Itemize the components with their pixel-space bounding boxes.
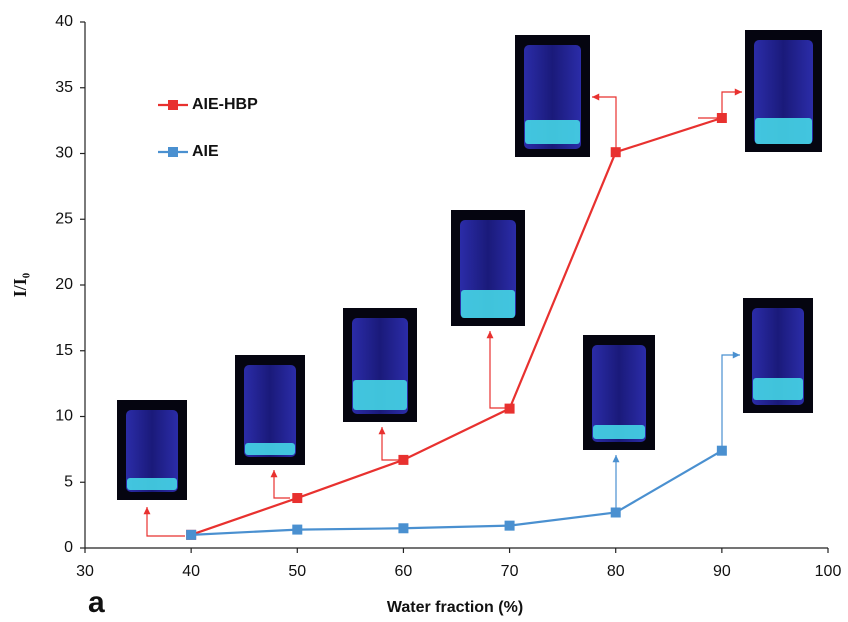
data-point: [398, 455, 408, 465]
arrow-head: [613, 455, 620, 462]
legend-label: AIE-HBP: [192, 96, 258, 113]
arrow-head: [379, 427, 386, 434]
y-tick-label: 25: [55, 210, 73, 227]
y-tick-label: 0: [64, 539, 73, 556]
legend-marker: [168, 100, 178, 110]
data-point: [717, 113, 727, 123]
arrow-head: [271, 470, 278, 477]
vial-glow: [461, 290, 515, 318]
arrow-head: [592, 94, 599, 101]
pointer-arrow: [490, 331, 508, 408]
y-tick-label: 10: [55, 408, 73, 425]
data-point: [398, 523, 408, 533]
y-tick-label: 15: [55, 342, 73, 359]
pointer-arrow: [592, 97, 616, 151]
vial-glow: [755, 118, 812, 144]
x-tick-label: 40: [182, 563, 200, 580]
data-point: [292, 493, 302, 503]
y-tick-label: 35: [55, 79, 73, 96]
arrow-head: [733, 352, 740, 359]
x-tick-label: 80: [607, 563, 625, 580]
data-point: [505, 404, 515, 414]
series-line: [191, 118, 722, 535]
y-tick-label: 40: [55, 13, 73, 30]
x-tick-label: 30: [76, 563, 94, 580]
vial-glow: [245, 443, 295, 455]
pointer-arrow: [722, 355, 740, 452]
legend-label: AIE: [192, 143, 219, 160]
pointer-arrow: [274, 470, 290, 498]
y-axis-title: I/I₀: [10, 273, 30, 297]
vial-glow: [127, 478, 177, 490]
legend-marker: [168, 147, 178, 157]
panel-label: a: [88, 586, 105, 619]
arrow-head: [144, 507, 151, 514]
x-axis-title: Water fraction (%): [387, 599, 523, 616]
data-point: [717, 446, 727, 456]
chart: Water fraction (%) I/I₀ a 0 5 10 15 20 25 30 35…: [0, 0, 848, 622]
vial-glow: [525, 120, 580, 144]
vial-glow: [593, 425, 645, 439]
x-tick-label: 60: [395, 563, 413, 580]
x-tick-label: 70: [501, 563, 519, 580]
x-tick-label: 90: [713, 563, 731, 580]
pointer-arrow: [147, 507, 185, 536]
y-tick-label: 5: [64, 473, 73, 490]
data-point: [186, 530, 196, 540]
pointer-arrow: [382, 427, 400, 460]
data-point: [292, 525, 302, 535]
vial-glow: [753, 378, 803, 400]
y-tick-label: 20: [55, 276, 73, 293]
y-tick-label: 30: [55, 145, 73, 162]
vial-glow: [353, 380, 407, 410]
x-tick-label: 50: [288, 563, 306, 580]
arrow-head: [735, 89, 742, 96]
data-point: [611, 147, 621, 157]
arrow-head: [487, 331, 494, 338]
data-point: [611, 507, 621, 517]
x-tick-label: 100: [815, 563, 842, 580]
data-point: [505, 521, 515, 531]
